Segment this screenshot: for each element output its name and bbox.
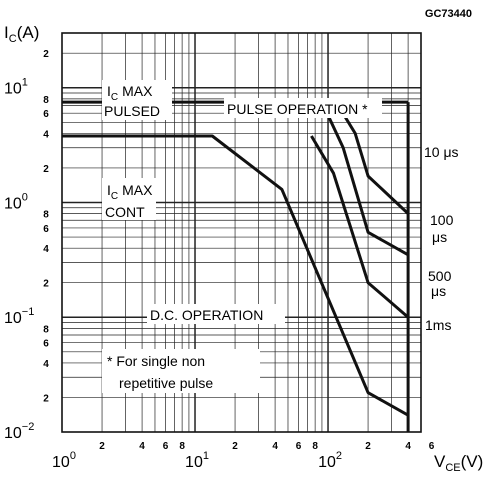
y-minor-tick-label: 4 bbox=[43, 359, 49, 370]
y-tick-base: 10 bbox=[4, 195, 22, 212]
label-500us-1: 500 bbox=[428, 268, 452, 284]
y-tick-exponent: 0 bbox=[22, 191, 28, 203]
plot-border bbox=[61, 32, 422, 433]
y-minor-tick-label: 8 bbox=[43, 95, 49, 106]
y-tick-label: 10−2 bbox=[4, 421, 34, 442]
y-minor-tick-label: 8 bbox=[43, 324, 49, 335]
x-minor-tick-label: 4 bbox=[139, 441, 145, 452]
y-minor-tick-label: 4 bbox=[43, 244, 49, 255]
x-minor-tick-label: 4 bbox=[272, 441, 278, 452]
x-tick-base: 10 bbox=[52, 454, 70, 471]
x-minor-tick-label: 4 bbox=[405, 441, 411, 452]
y-minor-tick-label: 6 bbox=[43, 224, 49, 235]
x-axis-subscript: CE bbox=[445, 462, 460, 474]
series-line-500-s bbox=[320, 101, 409, 257]
label-100us-2: μs bbox=[432, 229, 447, 245]
y-minor-tick-label: 2 bbox=[43, 49, 49, 60]
y-minor-tick-label: 8 bbox=[43, 210, 49, 221]
ic-max-pulsed-symbol: I bbox=[107, 83, 111, 99]
ic-max-cont-line1: MAX bbox=[122, 182, 153, 198]
ic-max-cont-line2: CONT bbox=[105, 204, 145, 220]
x-axis-symbol: V bbox=[434, 452, 446, 471]
x-tick-label: 102 bbox=[318, 450, 342, 471]
ic-max-pulsed-subscript: C bbox=[111, 92, 118, 103]
label-10us: 10 μs bbox=[424, 144, 459, 160]
y-minor-tick-label: 2 bbox=[43, 164, 49, 175]
x-tick-exponent: 2 bbox=[336, 450, 342, 462]
pulse-operation-label: PULSE OPERATION * bbox=[227, 101, 368, 117]
ic-max-cont-subscript: C bbox=[111, 191, 118, 202]
x-tick-base: 10 bbox=[185, 454, 203, 471]
y-tick-base: 10 bbox=[4, 425, 22, 442]
y-minor-tick-label: 6 bbox=[43, 339, 49, 350]
y-minor-tick-label: 6 bbox=[43, 109, 49, 120]
y-tick-base: 10 bbox=[4, 81, 22, 98]
y-axis-symbol: I bbox=[4, 23, 9, 42]
x-tick-exponent: 1 bbox=[203, 450, 209, 462]
y-minor-tick-label: 4 bbox=[43, 129, 49, 140]
x-minor-tick-label: 8 bbox=[312, 441, 318, 452]
x-minor-tick-label: 8 bbox=[179, 441, 185, 452]
dc-operation-label: D.C. OPERATION bbox=[150, 307, 263, 323]
x-minor-tick-label: 6 bbox=[296, 441, 302, 452]
figure-code: GC73440 bbox=[425, 8, 472, 20]
y-minor-tick-label: 2 bbox=[43, 279, 49, 290]
y-axis-subscript: C bbox=[9, 33, 17, 45]
x-tick-label: 101 bbox=[185, 450, 209, 471]
x-tick-exponent: 0 bbox=[70, 450, 76, 462]
series-line-dc bbox=[62, 134, 409, 417]
footnote-line2: repetitive pulse bbox=[119, 375, 213, 391]
y-axis-unit: (A) bbox=[17, 23, 40, 42]
y-minor-tick-label: 2 bbox=[43, 393, 49, 404]
ic-max-pulsed-label: IC MAX bbox=[107, 83, 153, 103]
x-minor-tick-label: 2 bbox=[99, 441, 105, 452]
x-minor-tick-label: 2 bbox=[232, 441, 238, 452]
label-1ms: 1ms bbox=[425, 317, 451, 333]
ic-max-cont-symbol: I bbox=[107, 182, 111, 198]
y-tick-base: 10 bbox=[4, 310, 22, 327]
label-100us-1: 100 bbox=[430, 212, 454, 228]
y-tick-label: 101 bbox=[4, 77, 28, 98]
y-tick-exponent: −1 bbox=[22, 306, 35, 318]
x-tick-label: 100 bbox=[52, 450, 76, 471]
x-minor-tick-label: 6 bbox=[429, 441, 435, 452]
ic-max-pulsed-line1: MAX bbox=[122, 83, 153, 99]
y-tick-exponent: −2 bbox=[22, 421, 35, 433]
y-tick-label: 100 bbox=[4, 191, 28, 212]
x-tick-base: 10 bbox=[318, 454, 336, 471]
x-minor-tick-label: 2 bbox=[365, 441, 371, 452]
plot-frame bbox=[61, 32, 422, 433]
x-axis-unit: (V) bbox=[461, 452, 484, 471]
label-500us-2: μs bbox=[431, 283, 446, 299]
y-tick-label: 10−1 bbox=[4, 306, 34, 327]
ic-max-pulsed-line2: PULSED bbox=[104, 103, 160, 119]
footnote-line1: * For single non bbox=[107, 353, 205, 369]
y-tick-exponent: 1 bbox=[22, 77, 28, 89]
series-line-1ms bbox=[310, 135, 410, 319]
x-axis-title: VCE(V) bbox=[434, 452, 483, 474]
ic-max-cont-label: IC MAX bbox=[107, 182, 153, 202]
y-axis-title: IC(A) bbox=[4, 23, 39, 45]
x-minor-tick-label: 6 bbox=[163, 441, 169, 452]
